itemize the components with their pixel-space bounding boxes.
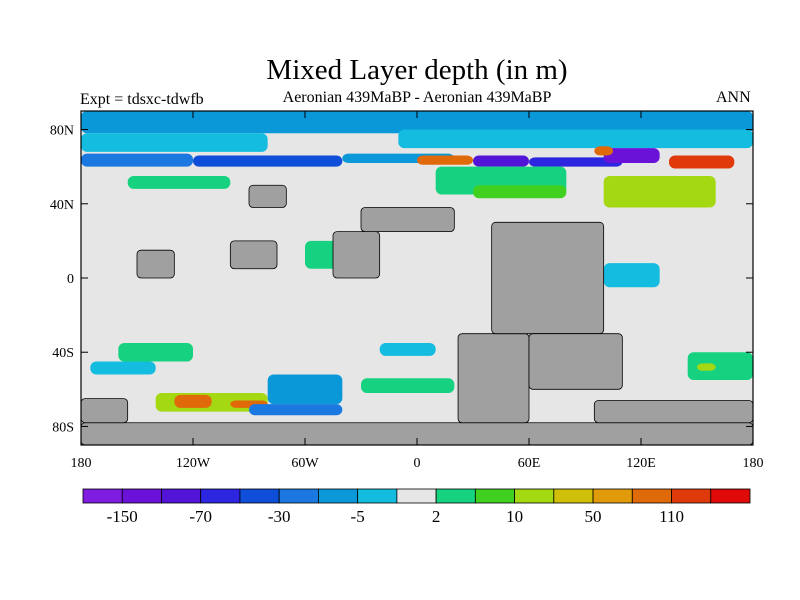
field-region-7 — [473, 155, 529, 167]
period-label: Aeronian 439MaBP - Aeronian 439MaBP — [282, 89, 552, 106]
land-mass-8 — [332, 231, 381, 279]
field-region-17 — [603, 263, 660, 288]
experiment-label: Expt = tdsxc-tdwfb — [80, 91, 204, 108]
field-region-24 — [361, 378, 455, 394]
field-region-27 — [379, 342, 436, 356]
field-region-10 — [669, 155, 735, 169]
tick-layer: 180 120W 60W 0 60E 120E 180 80N 40N 0 40S 80S — [50, 111, 764, 471]
colorbar-label-3: -5 — [351, 507, 365, 526]
field-region-25 — [118, 342, 193, 362]
land-layer — [80, 184, 754, 446]
colorbar-box-6 — [318, 488, 359, 504]
field-region-3 — [81, 153, 193, 167]
colorbar-label-2: -30 — [268, 507, 291, 526]
land-mass-1 — [80, 398, 129, 424]
field-region-21 — [174, 394, 212, 408]
colorbar-box-5 — [278, 488, 319, 504]
field-region-4 — [193, 155, 343, 167]
x-tick-label-1: 120W — [176, 456, 211, 471]
season-label: ANN — [716, 89, 751, 106]
y-tick-label-1: 40N — [50, 198, 74, 213]
colorbar-box-1 — [121, 488, 162, 504]
x-tick-label-5: 120E — [626, 456, 656, 471]
colorbar-box-7 — [357, 488, 398, 504]
field-region-15 — [127, 175, 231, 189]
colorbar-box-8 — [396, 488, 437, 504]
field-region-2 — [398, 129, 753, 149]
colorbar-label-5: 10 — [506, 507, 523, 526]
y-tick-label-3: 40S — [52, 346, 74, 361]
field-region-6 — [417, 155, 473, 165]
field-region-8 — [529, 157, 623, 167]
colorbar-label-0: -150 — [107, 507, 138, 526]
land-mass-9 — [360, 207, 455, 233]
colorbar-box-11 — [514, 488, 555, 504]
colorbar-label-4: 2 — [432, 507, 441, 526]
colorbar-box-12 — [553, 488, 594, 504]
field-region-26 — [90, 361, 156, 375]
field-region-14 — [473, 185, 567, 199]
field-region-29 — [697, 363, 716, 371]
field-layer — [81, 111, 753, 445]
land-mass-2 — [593, 400, 754, 424]
land-mass-6 — [136, 249, 175, 279]
x-tick-label-2: 60W — [291, 456, 319, 471]
colorbar-box-14 — [631, 488, 672, 504]
field-region-23 — [249, 404, 343, 416]
field-region-1 — [81, 133, 268, 152]
colorbar-box-10 — [474, 488, 515, 504]
colorbar-box-15 — [671, 488, 712, 504]
colorbar-box-4 — [239, 488, 280, 504]
land-mass-10 — [248, 184, 287, 208]
y-tick-label-4: 80S — [52, 420, 74, 435]
colorbar-box-9 — [435, 488, 476, 504]
field-region-28 — [687, 352, 753, 381]
y-tick-label-0: 80N — [50, 124, 74, 139]
colorbar-box-16 — [710, 488, 751, 504]
chart-title: Mixed Layer depth (in m) — [266, 54, 568, 86]
colorbar-label-7: 110 — [659, 507, 684, 526]
x-tick-label-0: 180 — [71, 456, 92, 471]
field-region-9 — [603, 148, 660, 163]
colorbar-box-2 — [161, 488, 202, 504]
land-mass-3 — [457, 333, 530, 424]
colorbar-label-1: -70 — [189, 507, 212, 526]
colorbar-box-0 — [82, 488, 123, 504]
land-mass-5 — [528, 333, 623, 390]
colorbar-box-13 — [592, 488, 633, 504]
field-region-0 — [81, 111, 753, 134]
x-tick-label-4: 60E — [518, 456, 541, 471]
field-region-13 — [603, 175, 716, 208]
field-region-11 — [594, 146, 613, 156]
land-mass-4 — [491, 221, 605, 335]
land-mass-7 — [229, 240, 278, 270]
y-tick-label-2: 0 — [67, 272, 74, 287]
colorbar-box-3 — [200, 488, 241, 504]
colorbar: -150 -70 -30 -5 2 10 50 110 — [82, 488, 751, 526]
x-tick-label-3: 0 — [414, 456, 421, 471]
colorbar-label-6: 50 — [585, 507, 602, 526]
x-tick-label-6: 180 — [743, 456, 764, 471]
field-region-19 — [267, 374, 343, 405]
